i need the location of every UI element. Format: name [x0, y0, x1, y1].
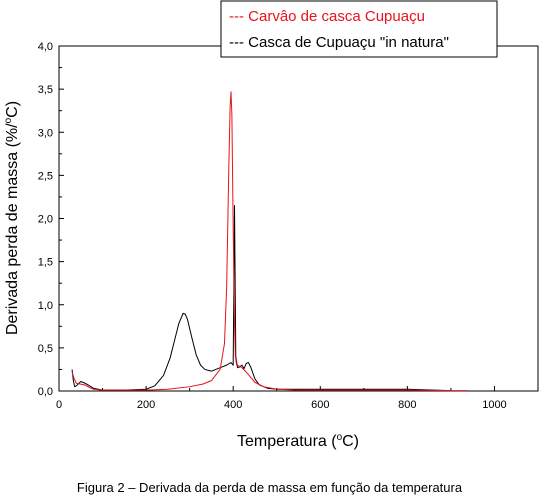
x-tick-label: 600 [311, 399, 329, 411]
figure-caption: Figura 2 – Derivada da perda de massa em… [76, 480, 463, 495]
y-tick-label: 1,0 [38, 300, 53, 312]
x-tick-label: 800 [398, 399, 416, 411]
x-axis-ticks: 0 200 400 600 800 1000 [56, 386, 507, 411]
x-tick-label: 1000 [482, 399, 506, 411]
legend-entry-carvao: --- Carvâo de casca Cupuaçu [229, 8, 425, 25]
series-line-carvao [71, 91, 469, 392]
y-tick-label: 4,0 [38, 41, 53, 53]
series-layer [71, 91, 469, 392]
legend-entry-casca: --- Casca de Cupuaçu "in natura" [229, 34, 449, 51]
y-tick-label: 2,0 [38, 214, 53, 226]
y-tick-label: 2,5 [38, 170, 53, 182]
y-tick-label: 3,5 [38, 84, 53, 96]
x-tick-label: 400 [224, 399, 242, 411]
y-tick-label: 1,5 [38, 257, 53, 269]
y-tick-label: 0,0 [38, 386, 53, 398]
y-axis-ticks: 0,0 0,5 1,0 1,5 2,0 2,5 3,0 3,5 4,0 [38, 41, 64, 398]
y-axis-title: Derivada perda de massa (%/oC) [3, 101, 21, 335]
x-tick-label: 200 [137, 399, 155, 411]
y-tick-label: 3,0 [38, 127, 53, 139]
legend: --- Carvâo de casca Cupuaçu --- Casca de… [220, 0, 498, 58]
y-tick-label: 0,5 [38, 343, 53, 355]
x-axis-title: Temperatura (oC) [237, 432, 359, 450]
plot-frame [58, 45, 539, 392]
legend-box [220, 0, 498, 58]
x-tick-label: 0 [56, 399, 62, 411]
series-line-casca-in-natura [71, 205, 451, 392]
